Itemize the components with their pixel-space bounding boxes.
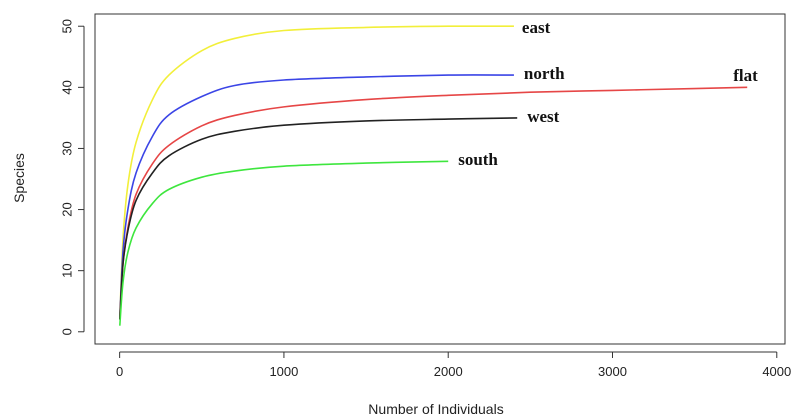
series-label-south: south: [458, 150, 498, 169]
series-line-west: [119, 117, 518, 320]
y-tick-label: 50: [59, 19, 74, 33]
series-label-north: north: [524, 64, 565, 83]
series-label-east: east: [522, 18, 551, 37]
x-tick-label: 4000: [762, 364, 791, 379]
plot-frame: [94, 13, 786, 345]
y-tick-label: 20: [59, 202, 74, 216]
y-tick-label: 10: [59, 263, 74, 277]
x-axis-title: Number of Individuals: [368, 401, 503, 417]
x-tick-label: 3000: [598, 364, 627, 379]
x-tick-label: 0: [116, 364, 123, 379]
series-line-east: [119, 25, 514, 320]
x-tick-label: 2000: [434, 364, 463, 379]
y-tick-label: 30: [59, 141, 74, 155]
x-tick-label: 1000: [269, 364, 298, 379]
y-axis-title: Species: [11, 153, 27, 203]
series-line-flat: [119, 86, 748, 320]
y-tick-label: 40: [59, 80, 74, 94]
y-tick-label: 0: [59, 328, 74, 335]
series-line-north: [119, 74, 514, 320]
x-axis: 0 1000 2000 3000 4000: [116, 351, 791, 379]
series-label-west: west: [527, 107, 559, 126]
series-label-flat: flat: [733, 66, 758, 85]
series-labels: east north flat west south: [458, 18, 758, 169]
y-axis: 0 10 20 30 40 50: [59, 19, 85, 335]
series-lines: [119, 25, 748, 326]
series-line-south: [119, 160, 449, 326]
